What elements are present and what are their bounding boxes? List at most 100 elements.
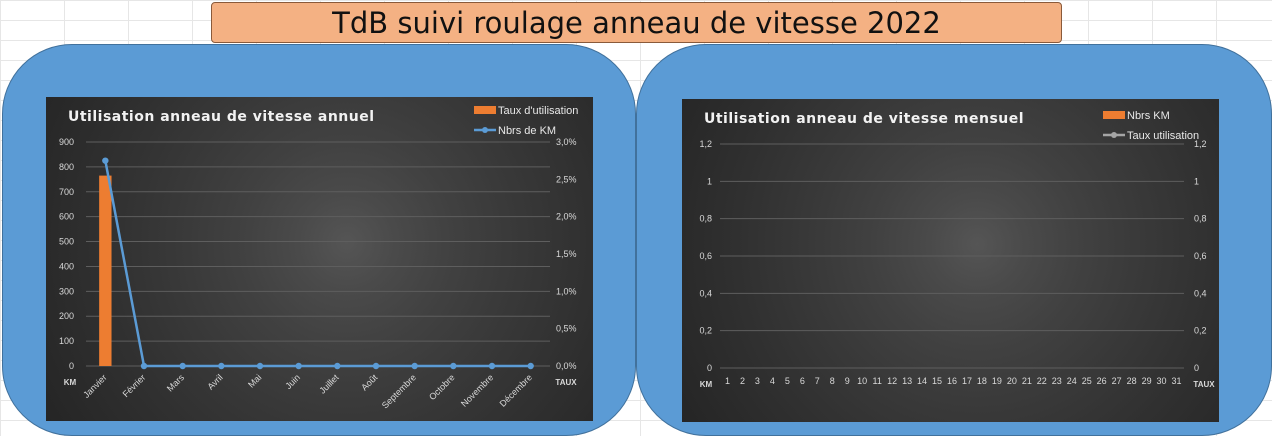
x-tick-label: 31	[1172, 376, 1182, 386]
y-tick-label: 1,2	[699, 139, 712, 149]
legend-line-label: Nbrs de KM	[498, 125, 556, 137]
y2-tick-label: 0,8	[1194, 214, 1207, 224]
x-tick-label: 5	[785, 376, 790, 386]
x-tick-label: 22	[1037, 376, 1047, 386]
x-tick-label: Juin	[283, 372, 302, 391]
x-tick-label: 19	[992, 376, 1002, 386]
y2-tick-label: 1,5%	[556, 249, 577, 259]
y2-tick-label: 1,0%	[556, 286, 577, 296]
y2-tick-label: 2,0%	[556, 212, 577, 222]
chart-title: Utilisation anneau de vitesse annuel	[68, 109, 375, 125]
bar	[99, 175, 112, 366]
annual-chart[interactable]: Utilisation anneau de vitesse annuel 900 8…	[46, 97, 593, 421]
y-tick-label: 900	[59, 137, 74, 147]
y2-tick-label: 0,5%	[556, 324, 577, 334]
line-point	[450, 362, 457, 370]
x-tick-label: 12	[887, 376, 897, 386]
x-tick-label: 8	[830, 376, 835, 386]
x-tick-label: 15	[932, 376, 942, 386]
x-tick-label: 13	[902, 376, 912, 386]
x-tick-label: Mai	[246, 372, 263, 389]
x-tick-label: 16	[947, 376, 957, 386]
x-tick-label: 11	[872, 376, 881, 386]
y2-tick-label: 0,4	[1194, 288, 1207, 298]
chart-title: Utilisation anneau de vitesse mensuel	[704, 111, 1024, 127]
y2-tick-label: 0,0%	[556, 361, 577, 371]
x-tick-label: 18	[977, 376, 987, 386]
annual-chart-svg: Utilisation anneau de vitesse annuel 900 8…	[59, 105, 578, 411]
line-point	[140, 362, 148, 370]
legend-line-marker	[482, 127, 488, 133]
x-tick-label: 3	[755, 376, 760, 386]
x-tick-label: 17	[962, 376, 972, 386]
monthly-chart[interactable]: Utilisation anneau de vitesse mensuel 1,2…	[682, 99, 1219, 422]
line-point	[256, 362, 264, 370]
y-tick-label: 0,4	[699, 288, 712, 298]
y-tick-label: 200	[59, 311, 74, 321]
x-tick-label: 29	[1142, 376, 1152, 386]
y-tick-label: 1	[707, 176, 712, 186]
y2-axis-name: TAUX	[555, 378, 577, 387]
x-tick-label: Décembre	[498, 372, 534, 408]
line-point	[179, 362, 186, 370]
dashboard-title: TdB suivi roulage anneau de vitesse 2022	[211, 2, 1062, 43]
y-tick-label: 800	[59, 162, 74, 172]
y-tick-label: 500	[59, 237, 74, 247]
y2-tick-label: 2,5%	[556, 174, 577, 184]
series-line	[104, 160, 531, 368]
y-tick-label: 300	[59, 286, 74, 296]
y-tick-label: 600	[59, 212, 74, 222]
y2-tick-label: 1,2	[1194, 139, 1207, 149]
x-tick-label: Octobre	[427, 372, 457, 402]
line-point	[527, 362, 534, 370]
x-tick-label: 4	[770, 376, 775, 386]
y-axis-name: KM	[64, 378, 77, 387]
x-tick-label: 6	[800, 376, 805, 386]
y-tick-label: 400	[59, 261, 74, 271]
y-tick-label: 0,2	[699, 326, 712, 336]
x-tick-label: 7	[815, 376, 820, 386]
x-tick-label: 28	[1127, 376, 1137, 386]
y2-tick-label: 0	[1194, 363, 1199, 373]
x-tick-label: Mars	[165, 372, 187, 394]
line-point	[372, 362, 380, 370]
y2-tick-label: 1	[1194, 176, 1199, 186]
y-tick-label: 0	[69, 361, 74, 371]
line-point	[488, 362, 496, 370]
legend-bar-swatch	[1103, 111, 1125, 119]
x-tick-label: 20	[1007, 376, 1017, 386]
x-tick-label: 25	[1082, 376, 1092, 386]
x-tick-label: Novembre	[459, 372, 495, 408]
legend-line-marker	[1111, 132, 1117, 138]
x-tick-label: 30	[1157, 376, 1167, 386]
y-axis-name: KM	[700, 380, 713, 389]
x-tick-label: Août	[359, 372, 380, 393]
x-tick-label: Avril	[205, 372, 224, 391]
x-tick-label: Février	[121, 372, 148, 399]
line-point	[334, 362, 341, 370]
x-tick-label: 24	[1067, 376, 1077, 386]
legend-bar-label: Taux d'utilisation	[498, 105, 578, 117]
line-point	[218, 362, 225, 370]
y-tick-label: 0,8	[699, 214, 712, 224]
legend-bar-swatch	[474, 106, 496, 114]
x-tick-label: 23	[1052, 376, 1062, 386]
y-tick-label: 0,6	[699, 251, 712, 261]
y-tick-label: 100	[59, 336, 74, 346]
x-tick-label: Septembre	[380, 372, 418, 410]
x-tick-label: 9	[845, 376, 850, 386]
monthly-chart-svg: Utilisation anneau de vitesse mensuel 1,2…	[699, 110, 1215, 389]
x-tick-label: 10	[857, 376, 867, 386]
x-tick-label: 2	[740, 376, 745, 386]
line-point	[411, 362, 418, 370]
x-tick-label: 27	[1112, 376, 1122, 386]
y2-axis-name: TAUX	[1193, 380, 1215, 389]
legend-bar-label: Nbrs KM	[1127, 110, 1170, 122]
x-tick-label: Juillet	[317, 372, 341, 396]
legend-line-label: Taux utilisation	[1127, 130, 1199, 142]
x-tick-label: 1	[725, 376, 730, 386]
y2-tick-label: 0,6	[1194, 251, 1207, 261]
x-tick-label: Janvier	[81, 372, 109, 400]
line-point	[295, 362, 302, 370]
y-tick-label: 0	[707, 363, 712, 373]
